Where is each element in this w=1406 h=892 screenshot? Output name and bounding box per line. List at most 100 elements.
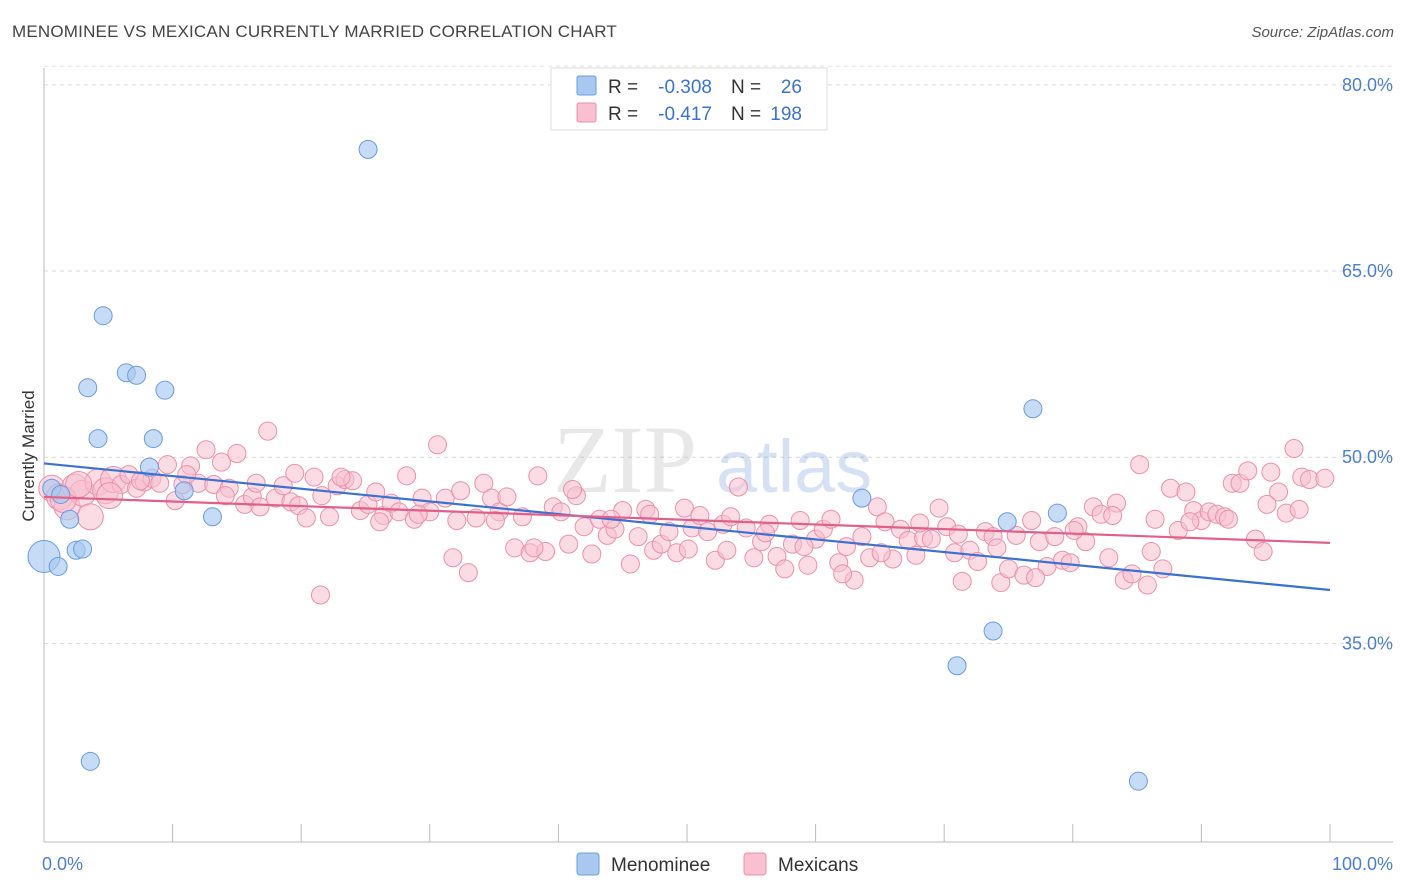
y-tick-label-35: 35.0%	[1342, 633, 1393, 653]
mexicans-point-53	[443, 548, 463, 568]
mexicans-point-191	[987, 538, 1007, 558]
menominee-point-25	[1128, 771, 1148, 791]
menominee-point-14	[60, 509, 80, 529]
menominee-points	[27, 139, 1148, 791]
mexicans-point-34	[304, 467, 324, 487]
mexicans-r-label: R =	[608, 104, 638, 125]
mexicans-swatch	[576, 102, 597, 123]
mexicans-point-104	[836, 537, 856, 557]
menominee-point-16	[1047, 503, 1067, 523]
mexicans-point-67	[551, 502, 571, 522]
mexicans-point-160	[1269, 482, 1289, 502]
mexicans-point-196	[1180, 512, 1200, 532]
mexicans-point-159	[1261, 462, 1281, 482]
legend-mexicans-label: Mexicans	[778, 855, 858, 876]
mexicans-point-162	[1284, 439, 1304, 459]
legend-menominee-swatch	[576, 852, 600, 876]
menominee-point-5	[155, 380, 175, 400]
mexicans-point-180	[563, 479, 583, 499]
mexicans-point-46	[389, 502, 409, 522]
mexicans-point-116	[929, 498, 949, 518]
mexicans-point-144	[1145, 509, 1165, 529]
y-tick-label-80: 80.0%	[1342, 75, 1393, 95]
mexicans-point-86	[698, 522, 718, 542]
menominee-point-21	[997, 512, 1017, 532]
mexicans-point-176	[408, 504, 428, 524]
mexicans-point-199	[1289, 499, 1309, 519]
mexicans-point-158	[1253, 542, 1273, 562]
mexicans-point-47	[397, 466, 417, 486]
mexicans-point-142	[1130, 455, 1150, 475]
mexicans-point-168	[96, 482, 124, 510]
mexicans-point-133	[1060, 553, 1080, 573]
mexicans-point-68	[559, 534, 579, 554]
mexicans-point-62	[512, 507, 532, 527]
mexicans-point-81	[659, 522, 679, 542]
chart-title: MENOMINEE VS MEXICAN CURRENTLY MARRIED C…	[12, 22, 618, 41]
mexicans-r-value: -0.417	[658, 104, 712, 125]
mexicans-point-173	[285, 463, 305, 483]
mexicans-point-156	[1238, 461, 1258, 481]
mexicans-point-131	[1045, 527, 1065, 547]
menominee-point-18	[73, 539, 93, 559]
mexicans-point-20	[196, 440, 216, 460]
mexicans-point-183	[678, 539, 698, 559]
mexicans-point-179	[524, 538, 544, 558]
mexicans-point-171	[215, 486, 235, 506]
mexicans-point-194	[1103, 506, 1123, 526]
stats-legend-box	[550, 67, 828, 131]
mexicans-point-15	[157, 455, 177, 475]
mexicans-point-106	[852, 527, 872, 547]
mexicans-point-102	[821, 509, 841, 529]
y-tick-label-65: 65.0%	[1342, 261, 1393, 281]
x-tick-label-100: 100.0%	[1332, 854, 1393, 874]
mexicans-point-182	[640, 504, 660, 524]
watermark: ZIP atlas	[553, 406, 872, 513]
mexicans-point-115	[921, 529, 941, 549]
menominee-point-9	[139, 457, 159, 477]
mexicans-point-188	[871, 543, 891, 563]
series-legend: Menominee Mexicans	[576, 852, 858, 876]
mexicans-point-96	[775, 559, 795, 579]
y-tick-labels: 35.0% 50.0% 65.0% 80.0%	[1342, 75, 1393, 654]
mexicans-point-37	[319, 507, 339, 527]
mexicans-point-135	[1076, 532, 1096, 552]
trend-lines	[43, 462, 1331, 592]
menominee-point-8	[143, 429, 163, 449]
mexicans-point-33	[296, 508, 316, 528]
menominee-point-4	[78, 378, 98, 398]
mexicans-point-148	[1176, 482, 1196, 502]
y-axis-title: Currently Married	[19, 390, 38, 521]
mexicans-point-27	[250, 497, 270, 517]
mexicans-point-193	[1064, 520, 1084, 540]
mexicans-point-195	[1141, 542, 1161, 562]
menominee-trend-line	[43, 462, 1331, 592]
mexicans-point-121	[968, 551, 988, 571]
mexicans-point-119	[952, 571, 972, 591]
mexicans-point-85	[690, 506, 710, 526]
mexicans-point-186	[794, 537, 814, 557]
mexicans-point-138	[1099, 548, 1119, 568]
x-ticks	[43, 824, 1331, 842]
mexicans-point-187	[833, 564, 853, 584]
mexicans-point-174	[331, 467, 351, 487]
menominee-point-12	[51, 484, 71, 504]
mexicans-point-22	[211, 452, 231, 472]
mexicans-point-141	[1122, 564, 1142, 584]
menominee-point-1	[93, 306, 113, 326]
menominee-point-23	[947, 656, 967, 676]
mexicans-point-24	[227, 443, 247, 463]
mexicans-point-198	[1257, 494, 1277, 514]
mexicans-point-57	[474, 473, 494, 493]
legend-menominee-label: Menominee	[611, 855, 710, 876]
menominee-r-label: R =	[608, 77, 638, 98]
mexicans-point-83	[674, 498, 694, 518]
mexicans-point-177	[447, 511, 467, 531]
mexicans-point-170	[177, 465, 197, 485]
mexicans-point-60	[497, 487, 517, 507]
menominee-point-3	[127, 365, 147, 385]
mexicans-trend-line	[43, 495, 1331, 544]
mexicans-point-70	[574, 517, 594, 537]
mexicans-point-76	[620, 554, 640, 574]
